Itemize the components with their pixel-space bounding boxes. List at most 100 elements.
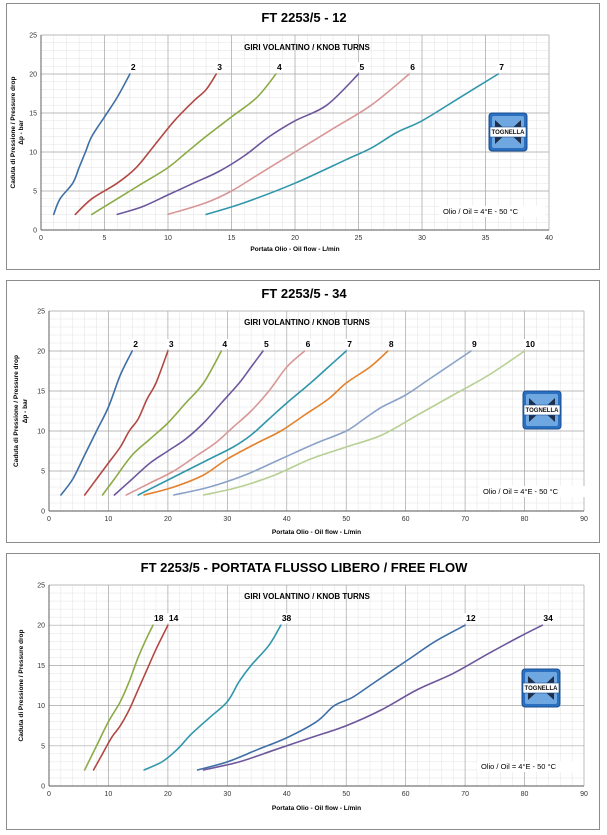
note-bg	[479, 486, 585, 497]
series-line-4	[91, 73, 277, 216]
series-label-bg	[130, 339, 142, 349]
y-tick-label: 0	[33, 228, 37, 235]
x-tick-label: 30	[223, 516, 231, 523]
x-tick-label: 60	[402, 791, 410, 798]
x-tick-label: 30	[418, 235, 426, 242]
x-tick-label: 90	[580, 516, 588, 523]
series-label-34: 34	[543, 613, 553, 623]
y-tick-label: 0	[41, 784, 45, 791]
logo-text: TOGNELLA	[492, 130, 526, 136]
logo-text: TOGNELLA	[525, 686, 559, 692]
series-label-18: 18	[154, 613, 164, 623]
series-label-bg	[273, 62, 286, 72]
series-label-10: 10	[526, 339, 536, 349]
x-tick-label: 35	[482, 235, 490, 242]
series-label-2: 2	[133, 339, 138, 349]
series-line-4	[101, 350, 223, 496]
x-tick-label: 40	[545, 235, 553, 242]
y-tick-label: 25	[29, 33, 37, 40]
y-tick-label: 15	[29, 111, 37, 118]
chart-title: FT 2253/5 - 12	[261, 10, 346, 25]
y-axis-label: Δp - bar	[18, 120, 25, 145]
series-label-bg	[278, 613, 296, 624]
series-label-14: 14	[169, 613, 179, 623]
series-line-18	[83, 624, 154, 771]
x-tick-label: 0	[39, 235, 43, 242]
series-label-bg	[469, 339, 481, 349]
series-line-12	[196, 624, 466, 771]
chart-title: FT 2253/5 - 34	[261, 286, 347, 301]
series-label-bg	[344, 339, 356, 349]
series-label-bg	[540, 613, 558, 624]
y-tick-label: 10	[37, 429, 45, 436]
x-tick-label: 25	[355, 235, 363, 242]
note-bg	[477, 761, 583, 772]
logo-text: TOGNELLA	[526, 408, 560, 414]
series-label-bg	[165, 613, 183, 624]
x-tick-label: 0	[47, 516, 51, 523]
y-tick-label: 20	[29, 72, 37, 79]
series-line-3	[83, 350, 169, 496]
x-tick-label: 5	[103, 235, 107, 242]
series-line-6	[167, 73, 411, 216]
x-tick-label: 20	[291, 235, 299, 242]
x-tick-label: 80	[521, 516, 529, 523]
y-tick-label: 15	[37, 389, 45, 396]
chart-panel-ft-34: FT 2253/5 - 34 0 10 20 30 40 50 60 70 80 90 0 5 10 15 2…	[6, 280, 600, 543]
y-tick-label: 10	[29, 150, 37, 157]
series-label-3: 3	[169, 339, 174, 349]
series-label-bg	[356, 62, 368, 72]
series-label-bg	[165, 339, 178, 349]
series-line-5	[116, 73, 360, 216]
series-line-2	[60, 350, 134, 496]
x-axis-label: Portata Olio - Oil flow - L/min	[250, 246, 339, 253]
series-label-6: 6	[306, 339, 311, 349]
series-line-2	[52, 73, 131, 216]
chart-subtitle: GIRI VOLANTINO / KNOB TURNS	[244, 592, 370, 601]
series-label-bg	[463, 613, 481, 624]
x-tick-label: 10	[164, 235, 172, 242]
x-tick-label: 60	[402, 516, 410, 523]
series-label-8: 8	[389, 339, 394, 349]
y-tick-label: 5	[33, 189, 37, 196]
series-line-7	[205, 73, 499, 216]
series-label-6: 6	[410, 62, 415, 72]
series-line-3	[74, 73, 218, 216]
series-label-2: 2	[131, 62, 136, 72]
series-label-bg	[151, 613, 169, 624]
x-tick-label: 50	[342, 516, 350, 523]
oil-note: Olio / Oil = 4°E - 50 °C	[443, 207, 519, 216]
series-label-bg	[302, 339, 315, 349]
series-label-bg	[261, 339, 273, 349]
series-line-6	[125, 350, 306, 496]
oil-note: Olio / Oil = 4°E - 50 °C	[483, 487, 559, 496]
x-axis-label: Portata Olio - Oil flow - L/min	[272, 805, 361, 812]
tognella-logo-icon: TOGNELLA	[522, 390, 562, 430]
series-label-4: 4	[277, 62, 282, 72]
y-tick-label: 0	[41, 509, 45, 516]
x-axis-label: Portata Olio - Oil flow - L/min	[272, 529, 361, 536]
x-tick-label: 0	[47, 791, 51, 798]
series-line-34	[202, 624, 544, 771]
chart-svg: FT 2253/5 - 34 0 10 20 30 40 50 60 70 80 90 0 5 10 15 2…	[13, 286, 588, 536]
y-tick-label: 5	[41, 743, 45, 750]
y-axis-label: Caduta di Pressione / Pressure drop	[10, 76, 17, 188]
y-tick-label: 20	[37, 623, 45, 630]
x-tick-label: 20	[164, 791, 172, 798]
series-line-7	[137, 350, 348, 496]
series-line-5	[113, 350, 264, 496]
x-tick-label: 80	[521, 791, 529, 798]
chart-subtitle: GIRI VOLANTINO / KNOB TURNS	[244, 43, 370, 52]
x-tick-label: 40	[283, 516, 291, 523]
oil-note: Olio / Oil = 4°E - 50 °C	[481, 762, 557, 771]
series-label-bg	[127, 62, 140, 72]
x-tick-label: 10	[105, 791, 113, 798]
chart-svg: FT 2253/5 - 120 5 10 15 20 25 30 35 400510152025…	[10, 10, 553, 253]
y-tick-label: 15	[37, 663, 45, 670]
series-label-9: 9	[472, 339, 477, 349]
note-bg	[439, 206, 545, 217]
tognella-logo-icon: TOGNELLA	[521, 668, 561, 708]
series-label-3: 3	[217, 62, 222, 72]
major-grid	[48, 584, 585, 787]
series-label-bg	[522, 339, 540, 349]
